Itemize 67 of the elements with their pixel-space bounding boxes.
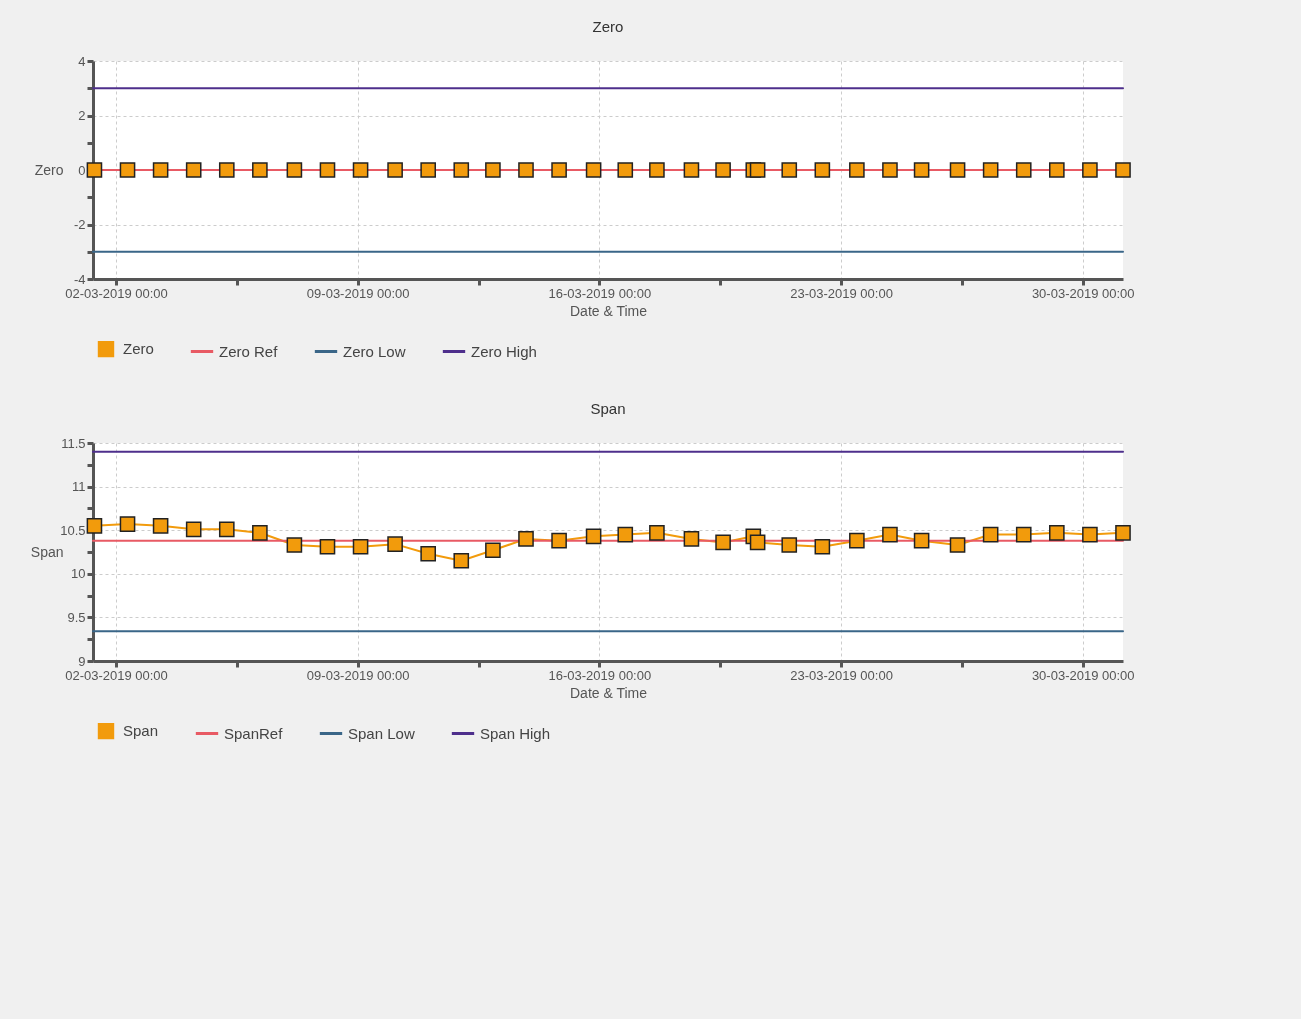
point (749, 534, 766, 551)
legend-label: Span High (480, 724, 551, 742)
point (882, 526, 898, 543)
point (781, 537, 798, 553)
point (585, 528, 602, 545)
chart-title: Zero (592, 18, 624, 35)
point (119, 516, 136, 532)
x-tick-label: 30-03-2019 00:00 (1031, 285, 1135, 301)
x-tick-label: 09-03-2019 00:00 (306, 667, 410, 683)
legend-label: Zero Ref (219, 342, 279, 360)
legend-label: Zero Low (343, 342, 406, 360)
point (551, 532, 567, 549)
x-axis-title: Date & Time (569, 684, 648, 701)
point (715, 534, 731, 551)
y-tick-label: -2 (73, 217, 86, 232)
point (252, 525, 268, 541)
y-tick-label: 0 (78, 162, 86, 178)
x-tick-label: 23-03-2019 00:00 (790, 667, 893, 683)
point (286, 537, 303, 553)
point (683, 531, 700, 547)
y-tick-label: 2 (78, 108, 86, 123)
point (814, 538, 831, 555)
x-tick-label: 30-03-2019 00:00 (1031, 667, 1135, 683)
point (649, 525, 665, 541)
y-tick-label: 4 (78, 53, 86, 69)
y-tick-label: 9 (78, 653, 86, 669)
point (849, 532, 865, 549)
x-tick-label: 23-03-2019 00:00 (790, 285, 893, 301)
point (352, 538, 369, 555)
point (453, 552, 470, 569)
x-tick-label: 09-03-2019 00:00 (306, 285, 410, 301)
x-tick-label: 02-03-2019 00:00 (65, 667, 168, 683)
point (319, 538, 336, 555)
y-tick-label: 11 (72, 479, 86, 495)
x-tick-label: 16-03-2019 00:00 (548, 667, 652, 683)
legend-label: Span (123, 722, 159, 740)
y-tick-label: 10 (71, 566, 86, 582)
y-tick-label: 11.5 (61, 435, 86, 451)
point (152, 518, 169, 534)
y-tick-label: 9.5 (67, 609, 86, 625)
y-tick-label: -4 (73, 271, 86, 287)
point (913, 532, 930, 549)
chart-title: Span (590, 400, 626, 417)
legend-label: SpanRef (224, 724, 284, 742)
y-axis-title: Span (30, 543, 64, 560)
point (485, 542, 501, 559)
x-tick-label: 16-03-2019 00:00 (548, 285, 652, 301)
legend-label: Zero (123, 340, 154, 358)
point (387, 536, 403, 552)
legend-label: Zero High (471, 342, 537, 360)
point (1049, 525, 1065, 541)
point (420, 545, 436, 562)
point (1115, 525, 1131, 541)
point (617, 526, 634, 543)
point (949, 537, 966, 553)
point (185, 521, 202, 538)
point (1015, 526, 1032, 543)
point (518, 531, 534, 547)
legend-label: Span Low (348, 724, 415, 742)
point (982, 526, 999, 543)
y-axis-title: Zero (34, 161, 64, 178)
y-tick-label: 10.5 (60, 522, 86, 538)
x-axis-title: Date & Time (569, 302, 648, 319)
point (86, 518, 103, 534)
x-tick-label: 02-03-2019 00:00 (65, 285, 168, 301)
point (1082, 526, 1098, 543)
point (218, 521, 235, 538)
